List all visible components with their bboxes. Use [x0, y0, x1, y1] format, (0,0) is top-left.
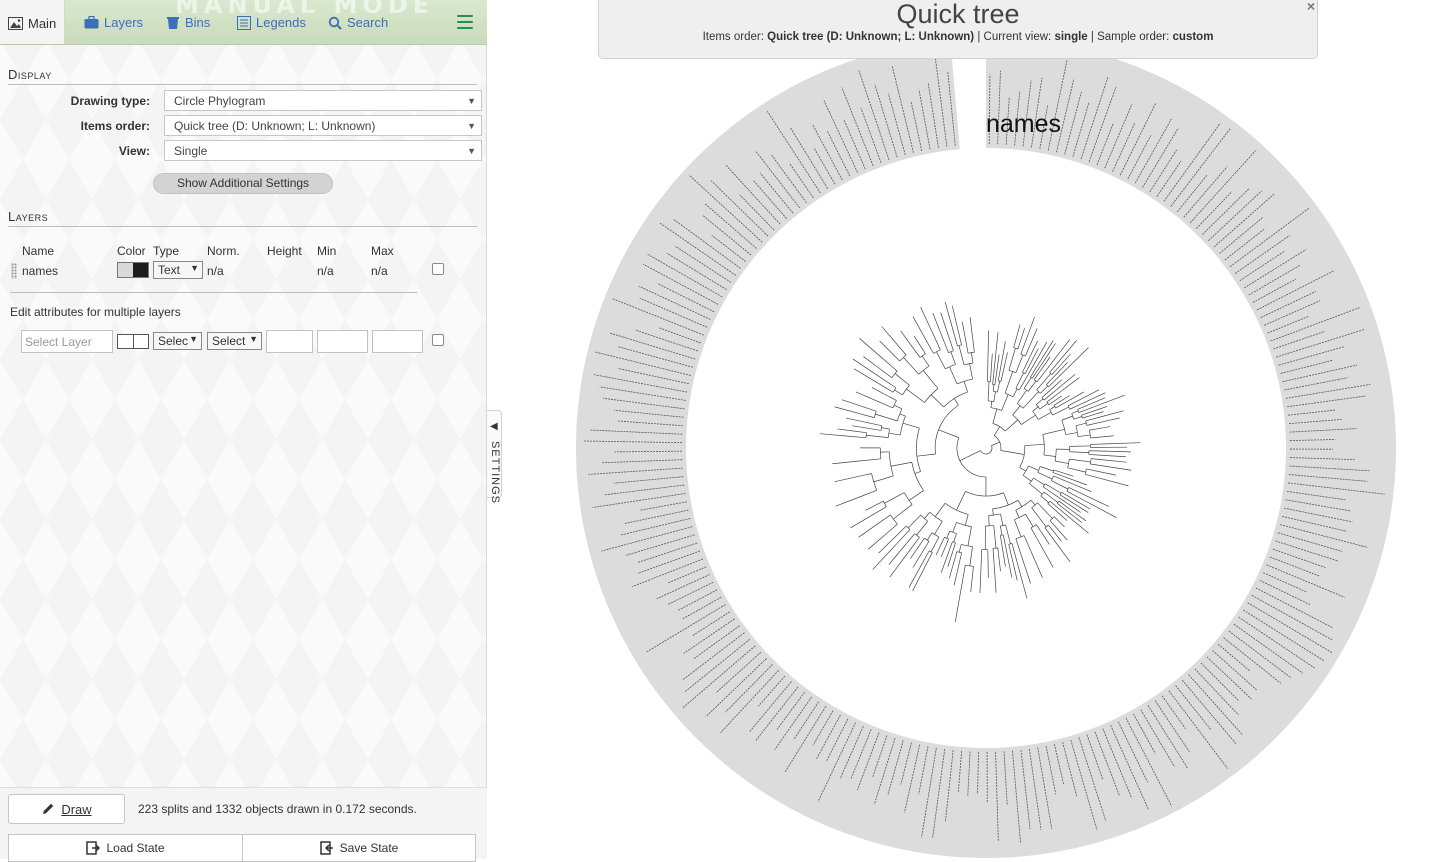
items-order-value: Quick tree (D: Unknown; L: Unknown)	[767, 31, 974, 43]
names-layer-ring	[576, 38, 1396, 858]
tab-bins[interactable]: Bins	[158, 0, 218, 45]
phylogram-tree	[820, 302, 1140, 622]
chevron-down-icon: ▼	[249, 334, 258, 344]
bulk-min-input[interactable]	[317, 330, 368, 353]
load-icon	[86, 841, 100, 855]
column-header-max: Max	[371, 244, 394, 258]
column-header-min: Min	[317, 244, 336, 258]
bulk-type-select[interactable]: Selec ▼	[153, 332, 202, 350]
items-order-prefix: Items order:	[703, 31, 764, 43]
page-title: Quick tree	[599, 0, 1317, 30]
items-order-select[interactable]: Quick tree (D: Unknown; L: Unknown) ▼	[164, 115, 482, 136]
save-state-button[interactable]: Save State	[242, 834, 476, 862]
view-label: View:	[0, 144, 150, 158]
bulk-norm-select[interactable]: Select ▼	[207, 332, 262, 350]
drawing-type-value: Circle Phylogram	[174, 94, 265, 108]
tab-label: Legends	[256, 15, 306, 30]
view-value: Single	[174, 144, 207, 158]
drawing-type-label: Drawing type:	[0, 94, 150, 108]
tab-main[interactable]: Main	[0, 0, 65, 45]
display-section-title: Display	[8, 67, 52, 82]
current-view-value: single	[1054, 31, 1087, 43]
column-header-type: Type	[153, 244, 179, 258]
close-icon[interactable]: ×	[1307, 0, 1315, 14]
drawing-type-select[interactable]: Circle Phylogram ▼	[164, 90, 482, 111]
tab-label: Bins	[185, 15, 210, 30]
tab-label: Main	[28, 16, 56, 31]
layer-norm: n/a	[207, 264, 224, 278]
column-header-color: Color	[117, 244, 146, 258]
layer-name: names	[22, 264, 58, 278]
tab-layers[interactable]: Layers	[76, 0, 151, 45]
layer-type-value: Text	[158, 263, 180, 277]
tab-label: Layers	[104, 15, 143, 30]
title-panel: Quick tree Items order: Quick tree (D: U…	[598, 0, 1318, 59]
sample-order-value: custom	[1173, 31, 1214, 43]
tab-search[interactable]: Search	[320, 0, 396, 45]
current-view-prefix: | Current view:	[977, 31, 1051, 43]
list-icon	[237, 16, 251, 30]
edit-multiple-layers-title: Edit attributes for multiple layers	[10, 305, 181, 319]
drag-handle-icon[interactable]	[11, 263, 17, 279]
items-order-label: Items order:	[0, 119, 150, 133]
save-state-label: Save State	[340, 841, 399, 855]
settings-panel: MANUAL MODE Main Layers Bins	[0, 0, 487, 859]
layer-select-checkbox[interactable]	[432, 263, 444, 275]
layer-name-label: names	[986, 110, 1061, 139]
bulk-norm-value: Select	[212, 334, 245, 348]
search-icon	[328, 16, 342, 30]
draw-label: Draw	[61, 802, 91, 817]
chevron-down-icon: ▼	[467, 94, 476, 108]
save-icon	[320, 841, 334, 855]
chevron-down-icon: ▼	[467, 119, 476, 133]
bulk-height-input[interactable]	[266, 330, 313, 353]
column-header-norm: Norm.	[207, 244, 240, 258]
show-additional-settings-button[interactable]: Show Additional Settings	[153, 173, 333, 194]
tab-bar: MANUAL MODE Main Layers Bins	[0, 0, 487, 45]
draw-status-text: 223 splits and 1332 objects drawn in 0.1…	[138, 802, 417, 816]
bulk-max-input[interactable]	[372, 330, 423, 353]
layer-max: n/a	[371, 264, 388, 278]
bins-icon	[166, 16, 180, 30]
bulk-type-value: Selec	[158, 334, 188, 348]
bulk-color-picker[interactable]	[117, 334, 149, 349]
load-state-label: Load State	[106, 841, 164, 855]
chevron-down-icon: ▼	[189, 334, 198, 344]
tree-canvas[interactable]	[488, 0, 1440, 859]
bulk-select-checkbox[interactable]	[432, 334, 444, 346]
layer-type-select[interactable]: Text ▼	[153, 261, 203, 279]
hamburger-menu-icon[interactable]	[457, 15, 473, 29]
column-header-height: Height	[267, 244, 302, 258]
items-order-value: Quick tree (D: Unknown; L: Unknown)	[174, 119, 375, 133]
layers-section-title: Layers	[8, 209, 48, 224]
column-header-name: Name	[22, 244, 54, 258]
select-layer-input[interactable]: Select Layer	[21, 330, 113, 353]
tab-legends[interactable]: Legends	[229, 0, 314, 45]
pencil-icon	[41, 802, 55, 816]
layer-min: n/a	[317, 264, 334, 278]
divider	[8, 84, 477, 85]
image-icon	[8, 17, 23, 30]
draw-button[interactable]: Draw	[8, 794, 125, 824]
layer-color-picker[interactable]	[117, 262, 149, 278]
bottom-toolbar: Draw 223 splits and 1332 objects drawn i…	[0, 787, 487, 859]
chevron-down-icon: ▼	[467, 144, 476, 158]
tab-label: Search	[347, 15, 388, 30]
sample-order-prefix: | Sample order:	[1091, 31, 1169, 43]
divider	[10, 292, 417, 293]
view-select[interactable]: Single ▼	[164, 140, 482, 161]
chevron-down-icon: ▼	[190, 263, 199, 273]
load-state-button[interactable]: Load State	[8, 834, 243, 862]
briefcase-icon	[84, 16, 99, 29]
title-subtitle: Items order: Quick tree (D: Unknown; L: …	[599, 31, 1317, 43]
divider	[8, 226, 477, 227]
